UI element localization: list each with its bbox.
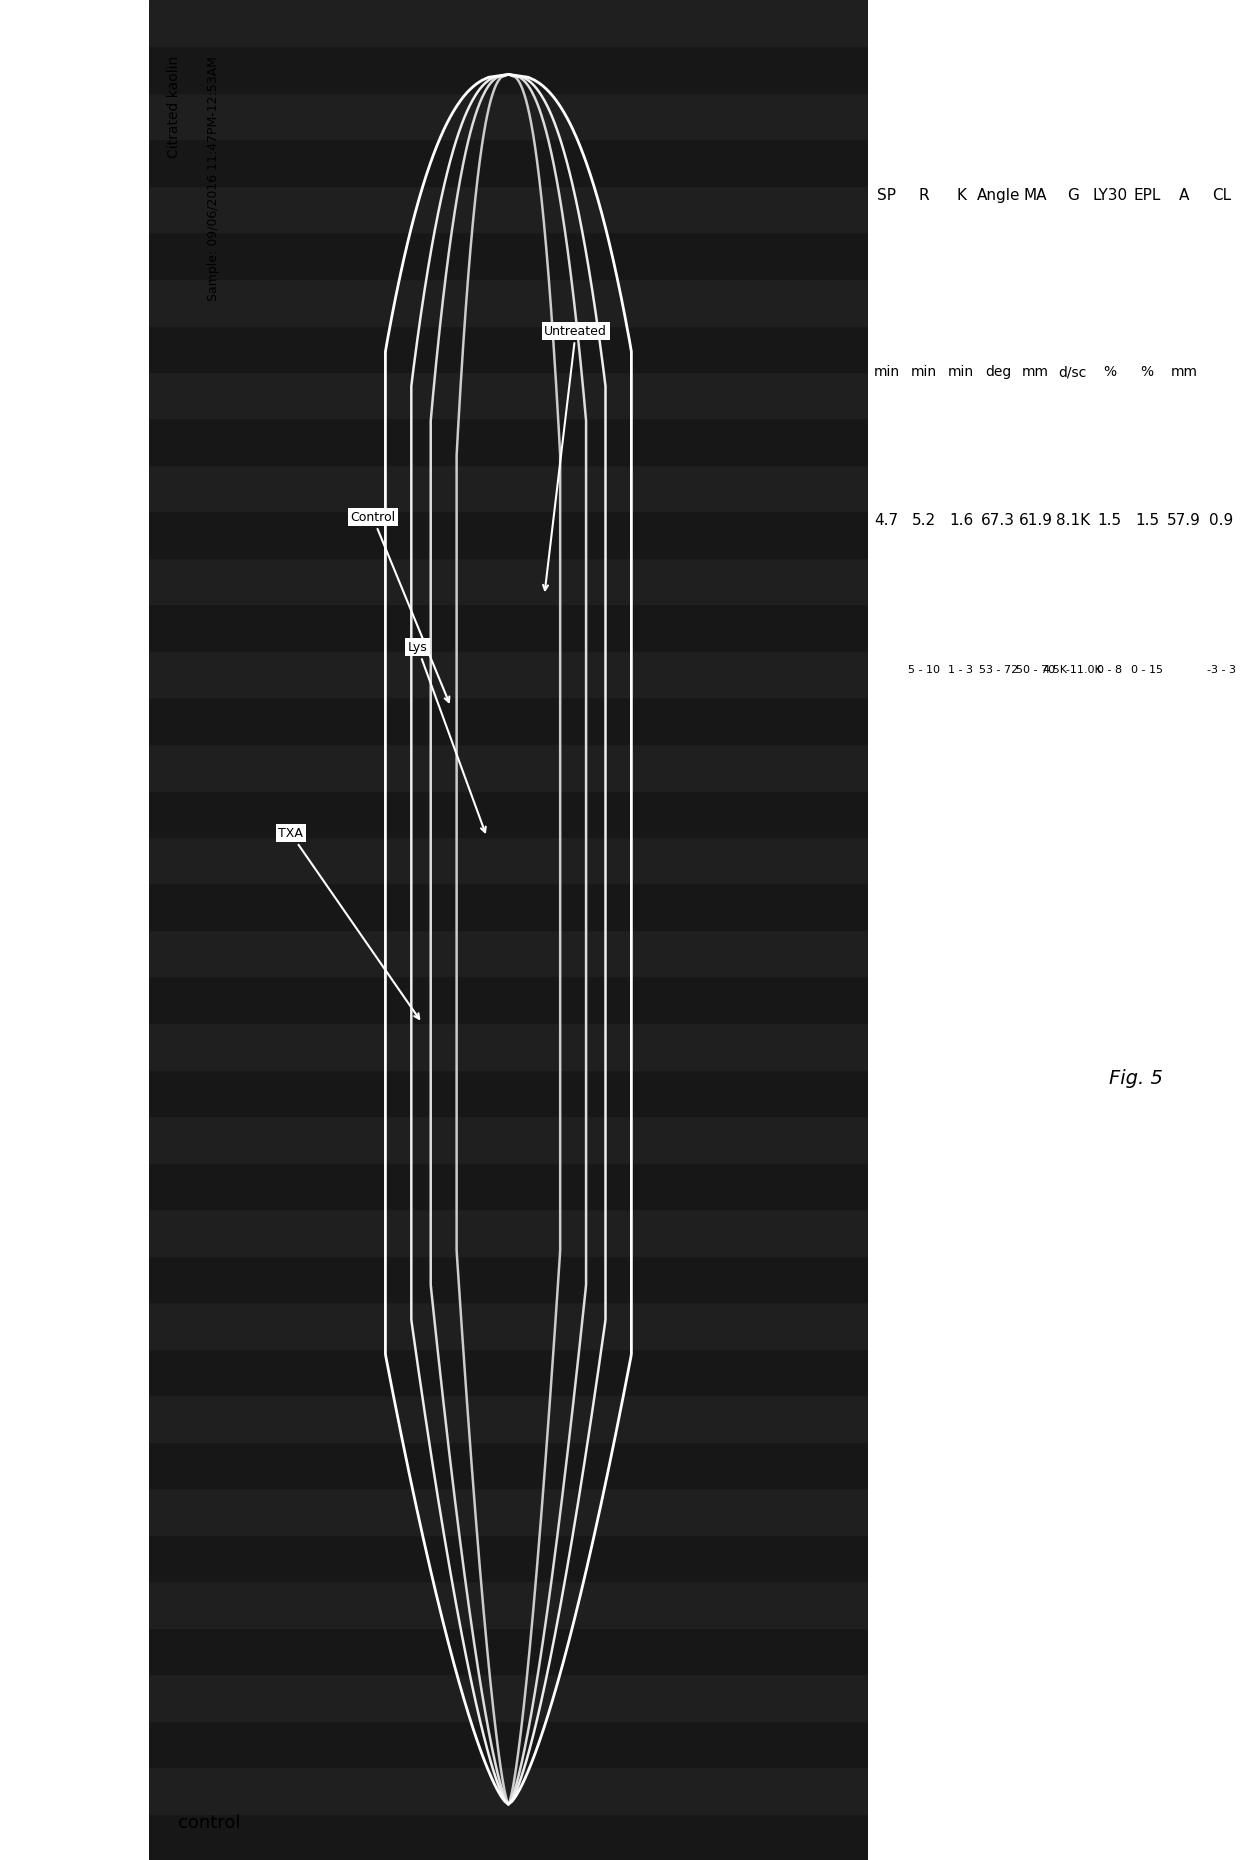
Text: LY30: LY30 — [1092, 188, 1127, 203]
Text: 0.9: 0.9 — [1209, 513, 1234, 528]
Text: Fig. 5: Fig. 5 — [1109, 1070, 1163, 1088]
Text: control: control — [177, 1814, 241, 1832]
Bar — [149, 1767, 868, 1814]
Text: 1.6: 1.6 — [949, 513, 973, 528]
Text: Sample: 09/06/2016 11:47PM-12:53AM: Sample: 09/06/2016 11:47PM-12:53AM — [207, 56, 219, 301]
Text: 1.5: 1.5 — [1097, 513, 1122, 528]
Text: R: R — [919, 188, 929, 203]
Text: %: % — [1104, 365, 1116, 379]
Text: 53 - 72: 53 - 72 — [978, 664, 1018, 675]
Text: MA: MA — [1024, 188, 1047, 203]
Text: mm: mm — [1022, 365, 1049, 379]
Bar — [149, 604, 868, 651]
Bar — [149, 140, 868, 186]
Text: EPL: EPL — [1133, 188, 1161, 203]
Text: min: min — [910, 365, 937, 379]
Bar — [149, 1070, 868, 1116]
Text: 1.5: 1.5 — [1135, 513, 1159, 528]
Bar — [149, 1162, 868, 1209]
Bar — [149, 1395, 868, 1442]
Bar — [149, 1116, 868, 1162]
Text: 4.5K-11.0K: 4.5K-11.0K — [1043, 664, 1102, 675]
Text: -3 - 3: -3 - 3 — [1207, 664, 1236, 675]
Text: 0 - 15: 0 - 15 — [1131, 664, 1163, 675]
Text: Lys: Lys — [408, 642, 486, 831]
Bar — [149, 1209, 868, 1256]
Text: 57.9: 57.9 — [1167, 513, 1202, 528]
Text: min: min — [947, 365, 975, 379]
Bar — [149, 512, 868, 558]
Bar — [149, 372, 868, 418]
Text: min: min — [873, 365, 900, 379]
Bar — [149, 1814, 868, 1860]
Text: Angle: Angle — [976, 188, 1021, 203]
Text: d/sc: d/sc — [1059, 365, 1086, 379]
Bar — [149, 1628, 868, 1674]
Bar — [149, 1534, 868, 1581]
Text: Untreated: Untreated — [543, 326, 608, 590]
Bar — [149, 232, 868, 279]
Bar — [149, 1348, 868, 1395]
Text: SP: SP — [877, 188, 897, 203]
Text: 67.3: 67.3 — [981, 513, 1016, 528]
Bar — [149, 790, 868, 837]
Text: 5.2: 5.2 — [911, 513, 936, 528]
Bar — [149, 1581, 868, 1628]
Bar — [149, 698, 868, 744]
Text: G: G — [1066, 188, 1079, 203]
Text: 50 - 70: 50 - 70 — [1016, 664, 1055, 675]
Text: mm: mm — [1171, 365, 1198, 379]
Text: TXA: TXA — [278, 828, 419, 1019]
Text: Citrated kaolin: Citrated kaolin — [167, 56, 181, 158]
Bar — [149, 1256, 868, 1302]
Text: 61.9: 61.9 — [1018, 513, 1053, 528]
Text: 0 - 8: 0 - 8 — [1097, 664, 1122, 675]
Bar — [149, 279, 868, 326]
Bar — [149, 744, 868, 790]
Bar — [149, 1720, 868, 1767]
Bar — [149, 930, 868, 976]
Text: 8.1K: 8.1K — [1055, 513, 1090, 528]
Bar — [149, 1023, 868, 1070]
Text: deg: deg — [985, 365, 1012, 379]
Bar — [149, 186, 868, 232]
Text: %: % — [1141, 365, 1153, 379]
Text: A: A — [1179, 188, 1189, 203]
Text: Control: Control — [350, 512, 449, 701]
Bar — [149, 418, 868, 465]
Bar — [149, 326, 868, 372]
Bar — [149, 465, 868, 512]
Text: 1 - 3: 1 - 3 — [949, 664, 973, 675]
Bar — [149, 558, 868, 604]
Text: 4.7: 4.7 — [874, 513, 899, 528]
Bar — [149, 1302, 868, 1348]
Bar — [149, 884, 868, 930]
Bar — [149, 0, 868, 46]
Bar — [149, 46, 868, 93]
Bar — [149, 976, 868, 1023]
Bar — [149, 651, 868, 698]
Text: CL: CL — [1211, 188, 1231, 203]
Bar — [149, 1488, 868, 1534]
Text: 5 - 10: 5 - 10 — [908, 664, 940, 675]
Text: K: K — [956, 188, 966, 203]
Bar — [149, 1442, 868, 1488]
Bar — [149, 837, 868, 883]
Bar — [149, 1674, 868, 1720]
Bar — [149, 93, 868, 140]
